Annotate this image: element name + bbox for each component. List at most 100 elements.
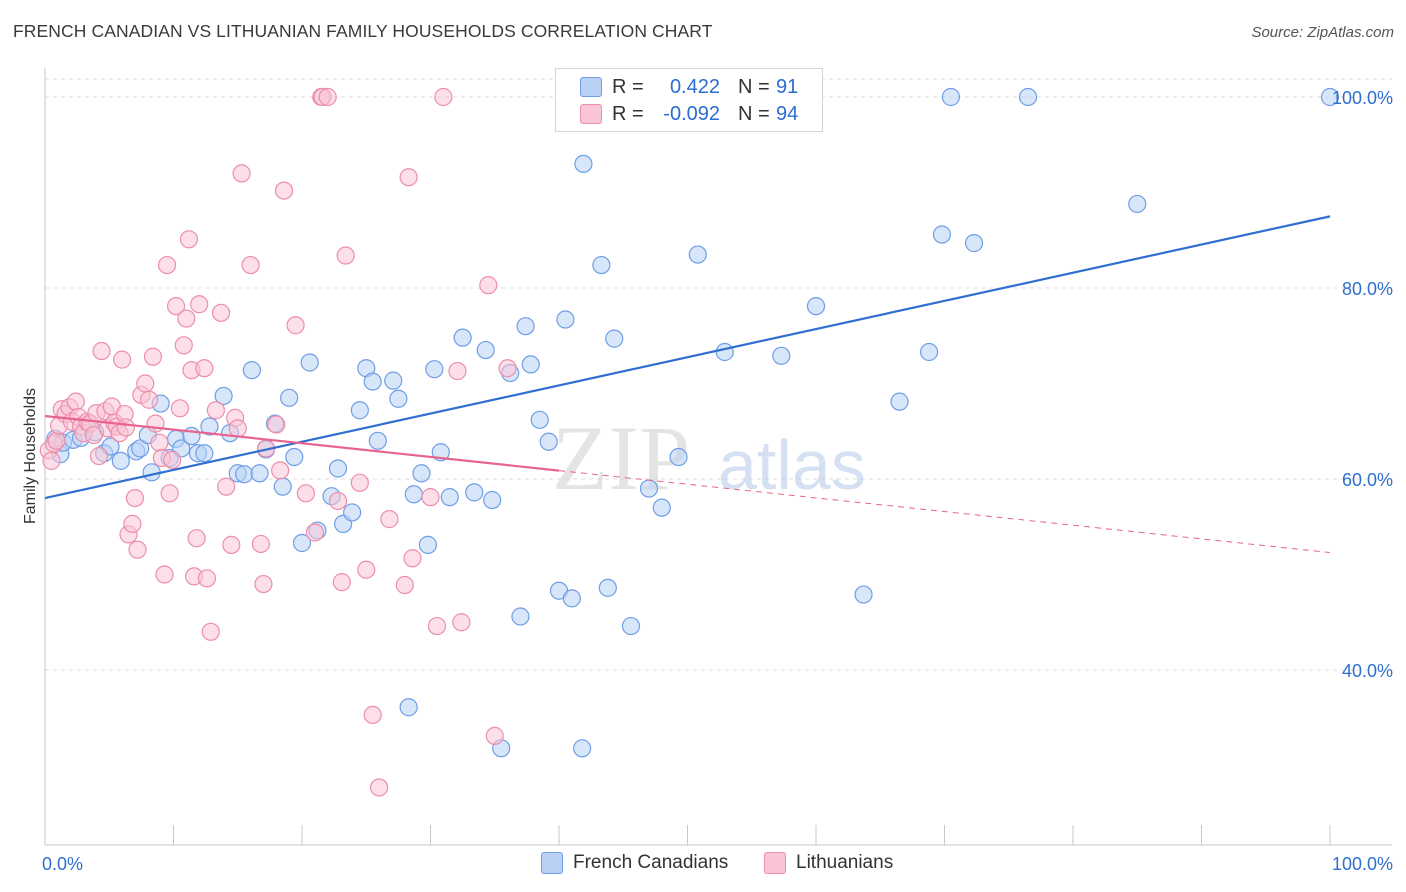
trend-line-french-canadians xyxy=(44,215,1331,500)
point-lithuanian xyxy=(66,392,85,411)
point-french-canadian xyxy=(280,388,299,407)
point-french-canadian xyxy=(235,465,254,484)
point-french-canadian xyxy=(539,432,558,451)
point-lithuanian xyxy=(177,309,196,328)
point-french-canadian xyxy=(328,459,348,478)
point-lithuanian xyxy=(318,87,337,107)
point-lithuanian xyxy=(254,574,273,594)
trend-lines xyxy=(44,215,1331,554)
legend-r-label: R = xyxy=(612,75,644,98)
point-lithuanian xyxy=(251,534,270,554)
point-french-canadian xyxy=(605,329,624,348)
point-french-canadian xyxy=(521,355,540,374)
series-legend-french-canadians[interactable]: French Canadians xyxy=(541,852,728,874)
point-lithuanian xyxy=(146,414,165,433)
point-french-canadian xyxy=(285,447,304,467)
point-lithuanian xyxy=(427,616,447,636)
point-french-canadian xyxy=(465,483,484,502)
point-lithuanian xyxy=(267,415,286,434)
chart-title: FRENCH CANADIAN VS LITHUANIAN FAMILY HOU… xyxy=(13,21,713,41)
point-lithuanian xyxy=(479,276,498,295)
point-french-canadian xyxy=(574,154,593,173)
point-lithuanian xyxy=(380,510,399,529)
point-lithuanian xyxy=(241,255,260,275)
point-lithuanian xyxy=(160,484,179,503)
x-tick-label-max: 100.0% xyxy=(1332,854,1393,874)
point-lithuanian xyxy=(136,374,155,393)
point-lithuanian xyxy=(47,431,66,450)
point-french-canadian xyxy=(1320,87,1340,107)
point-lithuanian xyxy=(201,622,220,641)
point-lithuanian xyxy=(217,477,236,496)
legend-row-lithuanians: R = -0.092 N = 94 xyxy=(580,101,798,127)
point-french-canadian xyxy=(384,371,403,390)
watermark-zip: ZIP xyxy=(552,407,690,509)
point-lithuanian xyxy=(143,347,163,366)
point-french-canadian xyxy=(516,317,535,336)
point-lithuanian xyxy=(232,164,251,183)
point-lithuanian xyxy=(157,255,177,275)
point-french-canadian xyxy=(273,477,292,496)
point-lithuanian xyxy=(197,569,217,588)
point-french-canadian xyxy=(806,297,826,316)
point-lithuanian xyxy=(174,336,193,355)
point-lithuanian xyxy=(42,451,61,470)
legend-n-label: N = xyxy=(738,102,770,125)
point-french-canadian xyxy=(639,479,659,498)
point-french-canadian xyxy=(1018,87,1038,107)
point-lithuanian xyxy=(305,523,324,542)
point-lithuanian xyxy=(128,540,147,559)
point-lithuanian xyxy=(403,549,422,568)
source-credit: Source: ZipAtlas.com xyxy=(1251,24,1394,41)
point-french-canadian xyxy=(292,533,312,553)
point-lithuanian xyxy=(228,419,247,438)
legend-r-value: 0.422 xyxy=(669,75,720,98)
point-french-canadian xyxy=(592,255,611,275)
point-french-canadian xyxy=(688,245,707,264)
point-french-canadian xyxy=(214,386,233,406)
point-french-canadian xyxy=(483,490,502,510)
point-lithuanian xyxy=(498,359,517,378)
series-swatch-pink xyxy=(764,852,786,874)
stats-legend: R = 0.422 N = 91 R = -0.092 N = 94 xyxy=(555,68,823,132)
point-french-canadian xyxy=(350,401,369,420)
y-tick-label: 40.0% xyxy=(1342,661,1393,681)
point-french-canadian xyxy=(669,447,688,467)
point-lithuanian xyxy=(116,418,136,437)
point-lithuanian xyxy=(332,573,351,592)
point-lithuanian xyxy=(296,484,315,503)
point-french-canadian xyxy=(200,417,219,436)
legend-n-label: N = xyxy=(738,75,770,98)
point-lithuanian xyxy=(363,705,382,724)
point-french-canadian xyxy=(964,234,984,253)
point-french-canadian xyxy=(476,340,495,360)
point-french-canadian xyxy=(111,451,130,470)
point-lithuanian xyxy=(434,87,453,107)
point-lithuanian xyxy=(286,316,305,335)
series-label: French Canadians xyxy=(573,852,729,873)
point-lithuanian xyxy=(328,491,348,511)
point-french-canadian xyxy=(621,616,641,636)
point-french-canadian xyxy=(399,698,418,717)
point-lithuanian xyxy=(163,450,182,469)
point-lithuanian xyxy=(195,359,214,378)
point-french-canadian xyxy=(932,225,952,244)
point-french-canadian xyxy=(511,607,530,626)
legend-n-value: 91 xyxy=(776,75,799,98)
x-tick-label-min: 0.0% xyxy=(42,854,83,874)
point-lithuanian xyxy=(139,390,159,409)
point-french-canadian xyxy=(715,342,734,362)
point-french-canadian xyxy=(250,464,269,483)
watermark-atlas: atlas xyxy=(718,426,866,504)
point-french-canadian xyxy=(1128,194,1147,214)
point-lithuanian xyxy=(399,168,418,187)
point-french-canadian xyxy=(242,361,261,380)
point-lithuanian xyxy=(222,535,241,554)
y-tick-label: 100.0% xyxy=(1332,88,1393,108)
series-legend: French Canadians Lithuanians xyxy=(0,852,1406,878)
watermark: ZIP atlas xyxy=(552,407,866,509)
series-legend-lithuanians[interactable]: Lithuanians xyxy=(764,852,893,874)
point-french-canadian xyxy=(363,372,382,391)
point-french-canadian xyxy=(343,503,362,522)
